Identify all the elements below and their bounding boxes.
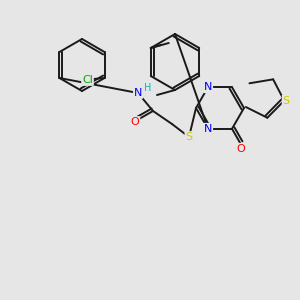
Text: N: N <box>204 82 212 92</box>
Text: S: S <box>185 132 193 142</box>
Text: O: O <box>130 117 140 127</box>
Text: N: N <box>204 124 212 134</box>
Text: Cl: Cl <box>82 75 93 85</box>
Text: O: O <box>237 144 245 154</box>
Text: H: H <box>144 83 152 93</box>
Text: N: N <box>134 88 142 98</box>
Text: S: S <box>283 96 290 106</box>
